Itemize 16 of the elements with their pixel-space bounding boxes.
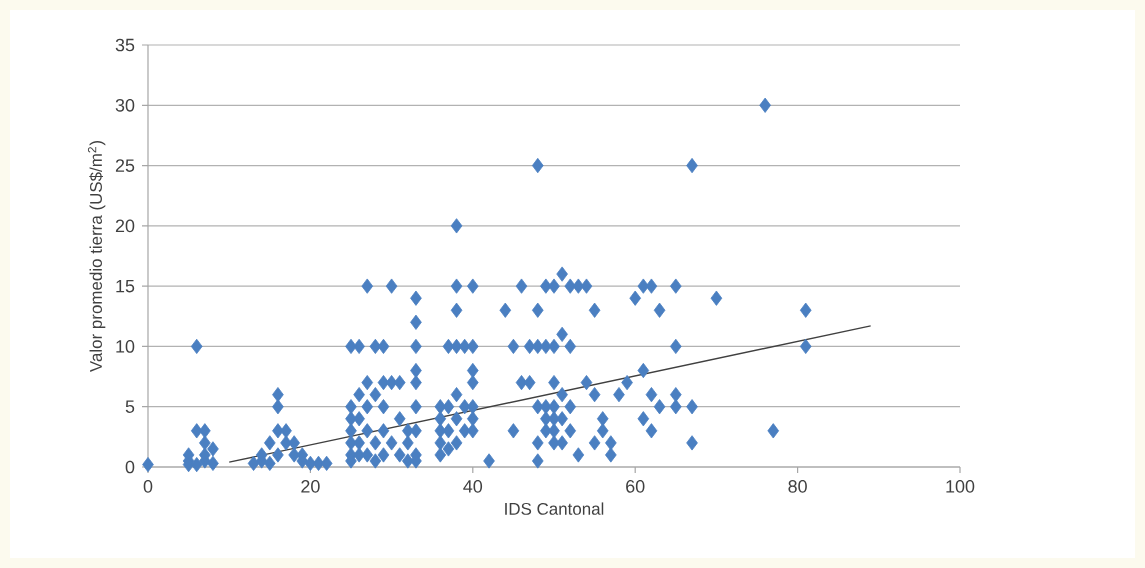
x-tick-label: 100 bbox=[946, 480, 975, 493]
y-tick-label: 25 bbox=[115, 159, 135, 172]
y-tick-label: 20 bbox=[115, 219, 135, 233]
x-tick-label: 20 bbox=[301, 480, 320, 493]
x-axis-title: IDS Cantonal bbox=[505, 502, 604, 515]
x-tick-label: 40 bbox=[463, 480, 483, 493]
y-tick-label: 5 bbox=[125, 400, 135, 413]
x-tick-label: 0 bbox=[143, 480, 153, 493]
y-axis-title: Valor promedio tierra (US$/m$^{2}$) bbox=[87, 140, 106, 373]
x-tick-label: 80 bbox=[788, 480, 807, 493]
x-tick-label: 60 bbox=[626, 480, 645, 493]
y-tick-label: 15 bbox=[116, 279, 135, 293]
y-tick-label: 10 bbox=[116, 340, 135, 353]
y-tick-label: 30 bbox=[115, 98, 135, 112]
y-tick-label: 35 bbox=[115, 38, 135, 52]
y-tick-label: 0 bbox=[125, 460, 135, 474]
